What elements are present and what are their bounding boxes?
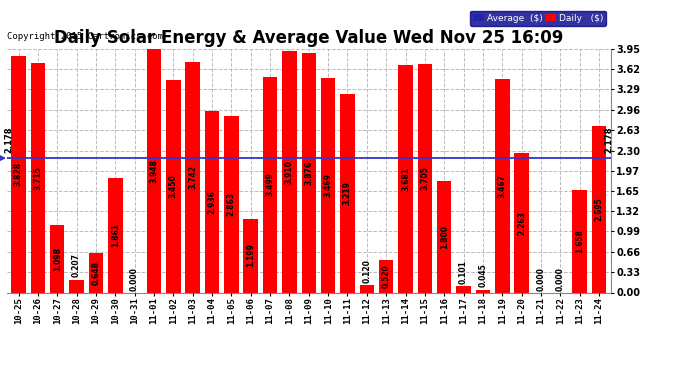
Bar [514, 153, 529, 292]
Text: 0.000: 0.000 [537, 267, 546, 291]
Bar [282, 51, 297, 292]
Text: 0.000: 0.000 [556, 267, 565, 291]
Bar [573, 190, 587, 292]
Text: 1.098: 1.098 [52, 247, 61, 271]
Text: 0.045: 0.045 [478, 264, 487, 287]
Text: 3.681: 3.681 [401, 167, 410, 191]
Text: 0.101: 0.101 [459, 260, 468, 284]
Text: 0.207: 0.207 [72, 253, 81, 277]
Bar [205, 111, 219, 292]
Text: 3.715: 3.715 [33, 166, 42, 190]
Bar [224, 116, 239, 292]
Bar [359, 285, 374, 292]
Bar [108, 178, 123, 292]
Bar [244, 219, 258, 292]
Text: 0.120: 0.120 [362, 259, 371, 283]
Text: 2.178: 2.178 [604, 127, 613, 153]
Text: 3.876: 3.876 [304, 161, 313, 185]
Text: 0.648: 0.648 [91, 261, 101, 285]
Text: 1.199: 1.199 [246, 244, 255, 267]
Text: 2.178: 2.178 [4, 127, 13, 153]
Text: Copyright 2015 Cartronics.com: Copyright 2015 Cartronics.com [7, 32, 163, 41]
Bar [340, 94, 355, 292]
Text: 2.936: 2.936 [208, 190, 217, 214]
Bar [379, 260, 393, 292]
Text: 3.219: 3.219 [343, 181, 352, 205]
Bar [50, 225, 64, 292]
Legend: Average  ($), Daily   ($): Average ($), Daily ($) [470, 10, 606, 26]
Text: 3.910: 3.910 [285, 160, 294, 184]
Text: 3.469: 3.469 [324, 174, 333, 197]
Text: 3.742: 3.742 [188, 165, 197, 189]
Bar [30, 63, 45, 292]
Bar [88, 252, 104, 292]
Text: 0.520: 0.520 [382, 265, 391, 288]
Text: 1.800: 1.800 [440, 225, 449, 249]
Bar [263, 76, 277, 292]
Text: 1.861: 1.861 [111, 223, 120, 247]
Text: 3.948: 3.948 [150, 159, 159, 183]
Text: 2.863: 2.863 [227, 192, 236, 216]
Bar [11, 56, 26, 292]
Bar [166, 80, 181, 292]
Text: 2.695: 2.695 [595, 198, 604, 221]
Bar [186, 62, 200, 292]
Text: 3.828: 3.828 [14, 162, 23, 186]
Bar [398, 65, 413, 292]
Text: 3.705: 3.705 [420, 166, 429, 190]
Text: 2.263: 2.263 [517, 211, 526, 235]
Bar [592, 126, 607, 292]
Bar [321, 78, 335, 292]
Text: 1.658: 1.658 [575, 230, 584, 253]
Bar [495, 78, 509, 292]
Bar [417, 64, 432, 292]
Bar [437, 182, 451, 292]
Bar [147, 49, 161, 292]
Text: 3.499: 3.499 [266, 172, 275, 196]
Bar [69, 280, 83, 292]
Text: 3.450: 3.450 [169, 174, 178, 198]
Text: 3.467: 3.467 [497, 174, 506, 198]
Title: Daily Solar Energy & Average Value Wed Nov 25 16:09: Daily Solar Energy & Average Value Wed N… [54, 29, 564, 47]
Bar [302, 53, 316, 292]
Bar [475, 290, 490, 292]
Text: 0.000: 0.000 [130, 267, 139, 291]
Bar [456, 286, 471, 292]
